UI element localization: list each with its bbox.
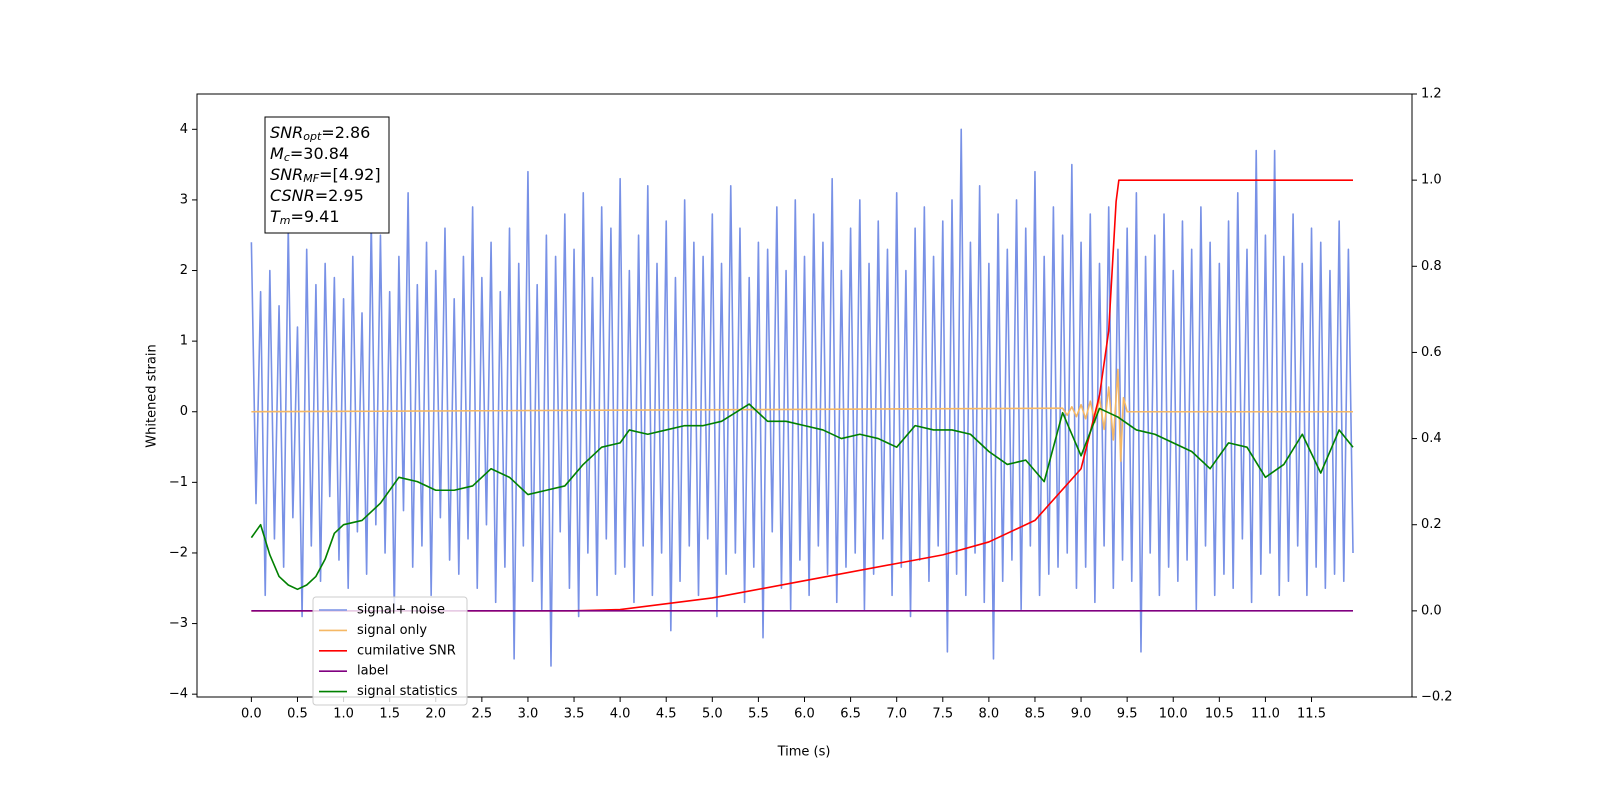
annotation-part: =2.86 [321, 123, 370, 142]
x-tick-label: 3.5 [564, 707, 585, 722]
y-tick-label: 0 [180, 404, 188, 419]
legend-label: signal only [357, 623, 427, 638]
x-tick-label: 3.0 [518, 707, 539, 722]
y-tick-label: 1 [180, 334, 188, 349]
x-tick-label: 2.0 [425, 707, 446, 722]
annotation-part: SNR [270, 165, 303, 184]
y-tick-label: −2 [169, 545, 188, 560]
annotation-part: MF [303, 172, 319, 185]
x-tick-label: 1.0 [333, 707, 354, 722]
x-tick-label: 9.5 [1117, 707, 1138, 722]
annotation-line: SNRopt=2.86 [270, 123, 370, 144]
x-axis-label: Time (s) [777, 745, 831, 760]
legend-label: signal statistics [357, 684, 458, 699]
legend: signal+ noise signal only cumilative SNR la… [312, 596, 468, 706]
annotation-part: T [270, 207, 281, 226]
x-tick-label: 4.5 [656, 707, 677, 722]
series-line [251, 179, 1353, 612]
x-tick-label: 5.0 [702, 707, 723, 722]
annotation: SNRopt=2.86Mc=30.84SNRMF=[4.92]CSNR=2.95… [264, 116, 390, 234]
x-tick-label: 5.5 [748, 707, 769, 722]
y2-tick-label: 0.2 [1421, 517, 1442, 532]
y-tick-label: −3 [169, 616, 188, 631]
x-tick-label: 11.0 [1251, 707, 1280, 722]
y2-tick-label: 0.4 [1421, 431, 1442, 446]
x-tick-label: 4.0 [610, 707, 631, 722]
x-tick-label: 1.5 [379, 707, 400, 722]
x-tick-label: 8.5 [1025, 707, 1046, 722]
x-tick-label: 11.5 [1297, 707, 1326, 722]
x-tick-label: 6.5 [840, 707, 861, 722]
x-tick-label: 2.5 [472, 707, 493, 722]
annotation-part: CSNR [270, 186, 315, 205]
y-axis-label: Whitened strain [145, 344, 160, 447]
x-tick-label: 10.5 [1205, 707, 1234, 722]
legend-label: signal+ noise [357, 603, 445, 618]
x-tick-label: 7.5 [932, 707, 953, 722]
annotation-part: =[4.92] [319, 165, 381, 184]
x-tick-label: 0.0 [241, 707, 262, 722]
y2-tick-label: −0.2 [1421, 690, 1453, 705]
y-tick-label: −1 [169, 475, 188, 490]
annotation-line: SNRMF=[4.92] [270, 165, 381, 186]
annotation-part: M [270, 144, 284, 163]
series-line [250, 403, 1354, 591]
y2-tick-label: 1.2 [1421, 87, 1442, 102]
y2-tick-label: 0.6 [1421, 345, 1442, 360]
series-line [251, 368, 1353, 462]
y2-tick-label: 0.0 [1421, 603, 1442, 618]
y-tick-label: 4 [180, 122, 188, 137]
y-tick-label: 3 [180, 192, 188, 207]
y2-tick-label: 0.8 [1421, 259, 1442, 274]
x-tick-label: 0.5 [287, 707, 308, 722]
annotation-line: Tm=9.41 [270, 207, 340, 228]
y-tick-label: 2 [180, 263, 188, 278]
annotation-part: =9.41 [291, 207, 340, 226]
annotation-part: SNR [270, 123, 303, 142]
series-line [250, 128, 1354, 667]
annotation-line: CSNR=2.95 [270, 186, 364, 205]
annotation-part: m [280, 214, 291, 227]
x-tick-label: 8.0 [979, 707, 1000, 722]
y2-tick-label: 1.0 [1421, 173, 1442, 188]
annotation-part: =30.84 [290, 144, 349, 163]
x-tick-label: 7.0 [886, 707, 907, 722]
annotation-line: Mc=30.84 [270, 144, 349, 165]
legend-label: label [357, 664, 388, 679]
annotation-part: opt [303, 130, 322, 143]
annotation-box [264, 116, 390, 234]
x-tick-label: 9.0 [1071, 707, 1092, 722]
annotation-part: c [284, 151, 290, 164]
x-tick-label: 10.0 [1159, 707, 1188, 722]
legend-box [312, 596, 468, 706]
annotation-part: =2.95 [315, 186, 364, 205]
legend-label: cumilative SNR [357, 643, 456, 658]
y-tick-label: −4 [169, 687, 188, 702]
x-tick-label: 6.0 [794, 707, 815, 722]
